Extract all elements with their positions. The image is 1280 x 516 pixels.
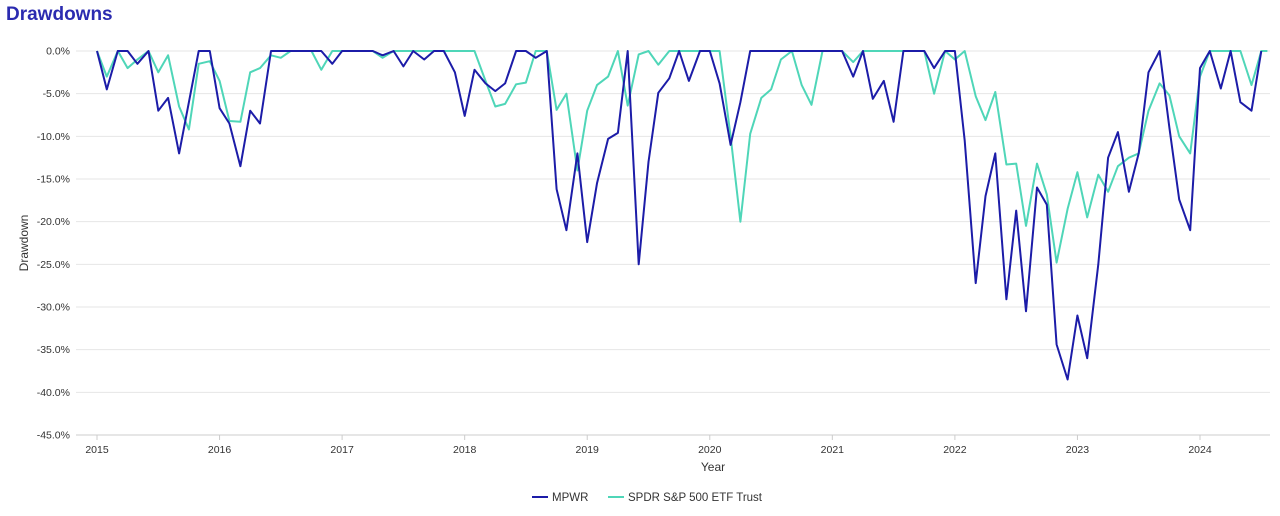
chart-title: Drawdowns [6, 4, 113, 25]
y-tick-label: -10.0% [37, 131, 70, 143]
y-tick-label: -30.0% [37, 302, 70, 314]
y-tick-label: -45.0% [37, 430, 70, 442]
y-tick-label: -25.0% [37, 259, 70, 271]
x-axis-ticks: 2015 2016 2017 2018 2019 2020 2021 2022 2023 2024 [85, 435, 1212, 456]
y-axis-label: Drawdown [17, 215, 31, 272]
x-tick-label: 2023 [1066, 444, 1090, 456]
y-tick-label: -40.0% [37, 387, 70, 399]
y-tick-label: 0.0% [46, 46, 70, 58]
x-tick-label: 2018 [453, 444, 477, 456]
x-tick-label: 2019 [576, 444, 600, 456]
x-tick-label: 2024 [1188, 444, 1212, 456]
y-axis-ticks: 0.0% -5.0% -10.0% -15.0% -20.0% -25.0% -30.0% -… [37, 46, 70, 442]
y-tick-label: -15.0% [37, 174, 70, 186]
y-tick-label: -35.0% [37, 344, 70, 356]
y-tick-label: -20.0% [37, 216, 70, 228]
series-line-mpwr [96, 50, 1263, 381]
x-tick-label: 2016 [208, 444, 232, 456]
x-tick-label: 2015 [85, 444, 109, 456]
x-tick-label: 2017 [330, 444, 354, 456]
x-axis-label: Year [701, 460, 725, 474]
series-line-spdr-etf [96, 50, 1268, 264]
y-tick-label: -5.0% [43, 88, 70, 100]
legend-label: SPDR S&P 500 ETF Trust [628, 492, 763, 504]
legend: MPWR SPDR S&P 500 ETF Trust [532, 492, 763, 504]
x-tick-label: 2022 [943, 444, 967, 456]
grid-lines [76, 50, 1270, 436]
series-lines [96, 50, 1268, 381]
x-tick-label: 2021 [821, 444, 845, 456]
x-tick-label: 2020 [698, 444, 722, 456]
legend-label: MPWR [552, 492, 588, 504]
